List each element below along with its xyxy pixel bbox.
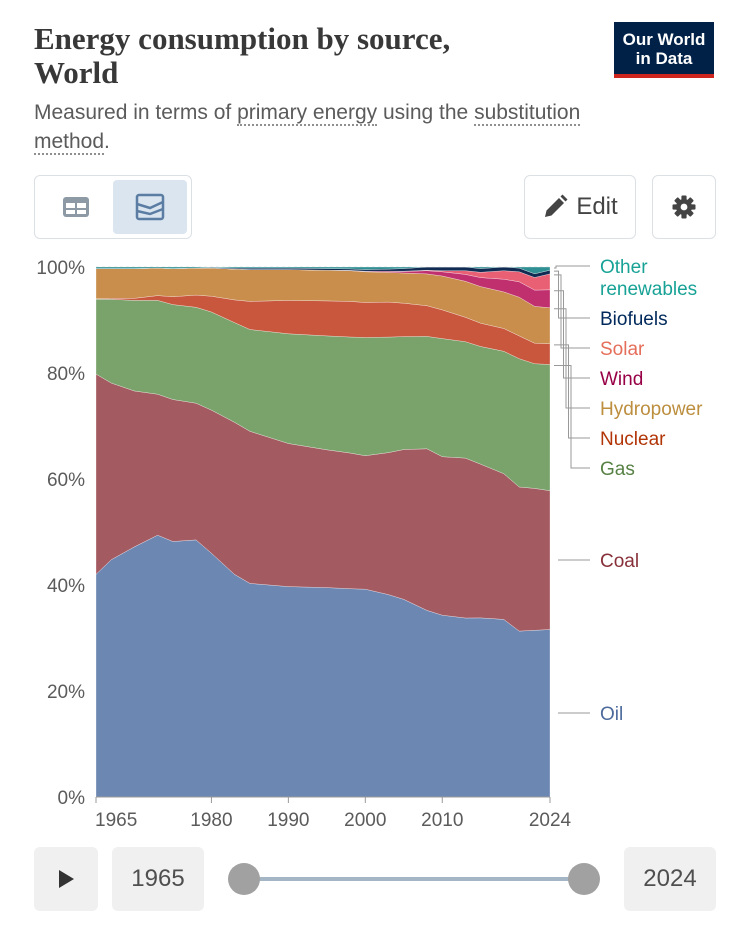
legend-label-line: Other <box>600 257 648 278</box>
legend-label-solar: Solar <box>600 339 645 360</box>
subtitle-text: using the <box>377 101 475 124</box>
x-tick-label: 1990 <box>267 810 309 831</box>
legend-connector <box>554 270 590 319</box>
end-year-label[interactable]: 2024 <box>624 847 716 911</box>
settings-button[interactable] <box>652 175 716 239</box>
start-year-label[interactable]: 1965 <box>112 847 204 911</box>
logo-line-1: Our World <box>622 30 706 49</box>
legend-label-nuclear: Nuclear <box>600 429 666 450</box>
legend-connector <box>554 274 590 349</box>
x-tick-label: 2000 <box>344 810 386 831</box>
view-toggle <box>34 175 192 239</box>
end-year-handle[interactable] <box>568 863 600 895</box>
substitution-method-link-cont[interactable]: method <box>34 130 105 155</box>
gear-icon <box>672 195 696 219</box>
y-tick-label: 80% <box>47 364 85 385</box>
legend-label-line: renewables <box>600 279 697 300</box>
owid-logo[interactable]: Our World in Data <box>614 22 714 78</box>
play-icon <box>59 870 74 888</box>
legend-label-coal: Coal <box>600 551 639 572</box>
chart-subtitle: Measured in terms of primary energy usin… <box>34 98 684 156</box>
end-year-text: 2024 <box>643 865 697 892</box>
edit-label: Edit <box>576 193 618 220</box>
x-tick-label: 2024 <box>529 810 572 831</box>
substitution-method-link[interactable]: substitution <box>474 101 581 126</box>
area-series-other-renewables <box>95 266 551 275</box>
x-tick-label: 1965 <box>95 810 137 831</box>
stacked-area-chart: 0% 20% 40% 60% 80% 100% 1965 1980 1990 2000 2010 20… <box>36 257 703 831</box>
stacked-area-chart-icon <box>135 193 165 221</box>
logo-line-2: in Data <box>635 49 693 68</box>
table-icon <box>63 197 89 217</box>
table-view-button[interactable] <box>39 180 113 234</box>
play-button[interactable] <box>34 847 98 911</box>
legend-connector <box>554 265 590 269</box>
start-year-handle[interactable] <box>228 863 260 895</box>
legend-connector <box>554 344 590 439</box>
primary-energy-link[interactable]: primary energy <box>237 101 378 126</box>
y-tick-label: 60% <box>47 470 85 491</box>
x-tick-label: 1980 <box>190 810 232 831</box>
pencil-icon <box>545 194 568 217</box>
legend-label-biofuels: Biofuels <box>600 309 668 330</box>
title-line-1: Energy consumption by source, <box>34 21 451 56</box>
legend-label-hydropower: Hydropower <box>600 399 703 420</box>
timeline-track[interactable] <box>243 877 583 881</box>
legend-connector <box>554 290 590 379</box>
y-tick-label: 40% <box>47 576 85 597</box>
legend-connector <box>554 308 590 409</box>
y-tick-label: 100% <box>36 258 85 279</box>
legend-label-gas: Gas <box>600 459 635 480</box>
legend-label-oil: Oil <box>600 704 623 725</box>
x-tick-label: 2010 <box>421 810 463 831</box>
y-tick-label: 0% <box>58 788 86 809</box>
chart-title: Energy consumption by source, World <box>34 22 554 90</box>
legend-label-wind: Wind <box>600 369 643 390</box>
subtitle-text: . <box>104 130 110 153</box>
logo-accent-bar <box>614 74 714 78</box>
start-year-text: 1965 <box>131 865 185 892</box>
legend-label-other-renewables: Other renewables <box>600 257 697 300</box>
y-tick-label: 20% <box>47 682 85 703</box>
chart-view-button[interactable] <box>113 180 187 234</box>
subtitle-text: Measured in terms of <box>34 101 238 124</box>
edit-button[interactable]: Edit <box>524 175 636 239</box>
title-line-2: World <box>34 55 119 90</box>
legend-connector <box>554 365 590 469</box>
